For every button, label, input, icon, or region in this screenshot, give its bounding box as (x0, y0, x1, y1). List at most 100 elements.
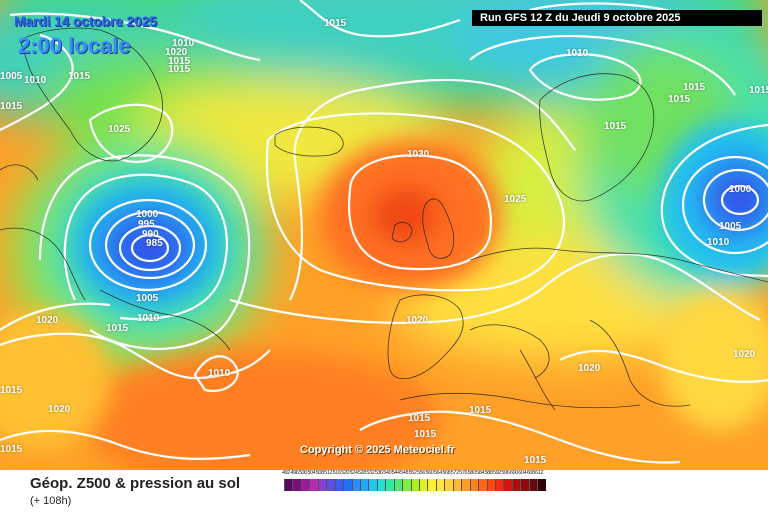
scale-tick-label: 512 (324, 470, 333, 476)
scale-swatch (343, 479, 352, 491)
legend-footer: Géop. Z500 & pression au sol (+ 108h) 49… (0, 470, 768, 512)
scale-tick-label: 604 (518, 470, 527, 476)
scale-swatch (359, 479, 369, 491)
scale-tick-label: 560 (425, 470, 434, 476)
scale-tick-label: 520 (341, 470, 350, 476)
scale-swatch (368, 479, 377, 491)
low-center-label: 1000 (729, 184, 752, 195)
scale-swatch (494, 479, 504, 491)
isobar-label: 1020 (733, 349, 756, 360)
scale-swatch (351, 479, 360, 491)
scale-tick-label: 584 (476, 470, 485, 476)
scale-swatch (469, 479, 479, 491)
color-scale-labels: 492 496 500 504 508 512 516 520 524 528 532 536 540 5… (282, 470, 544, 480)
scale-swatch (478, 479, 487, 491)
isobar-lines (0, 0, 768, 464)
isobar-label: 990 (142, 229, 159, 240)
isobar-label: 1010 (137, 313, 160, 324)
low-center-label: 1000 (136, 209, 159, 220)
isobar-label: 1015 (168, 56, 191, 67)
scale-swatch (284, 479, 293, 491)
isobar-label: 1025 (108, 124, 131, 135)
forecast-date: Mardi 14 octobre 2025 (14, 13, 157, 29)
scale-swatch (461, 479, 470, 491)
scale-tick-label: 540 (383, 470, 392, 476)
isobar-label: 1025 (504, 194, 527, 205)
scale-tick-label: 496 (290, 470, 299, 476)
scale-swatch (435, 479, 445, 491)
scale-swatch (292, 479, 301, 491)
scale-swatch (326, 479, 335, 491)
copyright-text: Copyright © 2025 Meteociel.fr (300, 444, 455, 456)
isobar-label: 1015 (469, 405, 492, 416)
scale-tick-label: 612 (535, 470, 544, 476)
isobar-label: 1015 (0, 444, 23, 455)
scale-swatch (511, 479, 521, 491)
scale-swatch (419, 479, 428, 491)
isobar-label: 1015 (408, 413, 431, 424)
scale-swatch (444, 479, 453, 491)
scale-swatch (528, 479, 538, 491)
isobar-label: 1010 (566, 48, 589, 59)
forecast-time: 2:00 locale (18, 33, 131, 58)
scale-tick-label: 504 (307, 470, 316, 476)
isobar-label: 1020 (406, 315, 429, 326)
isobar-label: 1015 (106, 323, 129, 334)
map-title: Géop. Z500 & pression au sol (30, 475, 241, 492)
scale-swatch (427, 479, 436, 491)
forecast-range: (+ 108h) (30, 495, 72, 507)
scale-tick-label: 536 (374, 470, 383, 476)
scale-tick-label: 588 (484, 470, 493, 476)
scale-swatch (300, 479, 310, 491)
scale-tick-label: 528 (357, 470, 366, 476)
isobar-label: 995 (138, 219, 155, 230)
isobar-label: 1015 (0, 101, 23, 112)
scale-swatch (503, 479, 512, 491)
map-area: 1015 1030 1025 1020 1015 1005 1010 1015 … (0, 0, 768, 470)
scale-tick-label: 568 (442, 470, 451, 476)
scale-tick-label: 572 (450, 470, 459, 476)
isobar-label: 1010 (24, 75, 47, 86)
scale-tick-label: 552 (408, 470, 417, 476)
isobar-label: 985 (146, 238, 163, 249)
scale-tick-label: 600 (509, 470, 518, 476)
isobar-label: 1005 (719, 221, 742, 232)
isobar-label: 1015 (0, 385, 23, 396)
scale-tick-label: 492 (282, 470, 290, 476)
scale-swatch (486, 479, 495, 491)
scale-swatch (334, 479, 344, 491)
scale-swatch (385, 479, 394, 491)
isobar-label: 1030 (407, 149, 430, 160)
isobar-label: 1015 (324, 18, 347, 29)
scale-tick-label: 580 (467, 470, 476, 476)
run-info-banner: Run GFS 12 Z du Jeudi 9 octobre 2025 (472, 10, 762, 26)
scale-tick-label: 508 (315, 470, 324, 476)
scale-tick-label: 564 (433, 470, 442, 476)
scale-swatch (402, 479, 411, 491)
isobar-label: 1015 (168, 64, 191, 75)
isobar-label: 1005 (0, 71, 23, 82)
scale-swatch (376, 479, 386, 491)
isobar-label: 1020 (165, 47, 188, 58)
scale-tick-label: 548 (400, 470, 409, 476)
coastlines (0, 27, 768, 411)
isobar-label: 1010 (707, 237, 730, 248)
geopotential-field (0, 0, 768, 470)
scale-tick-label: 524 (349, 470, 358, 476)
isobar-label: 1020 (36, 315, 59, 326)
isobar-label: 1015 (668, 94, 691, 105)
scale-tick-label: 592 (492, 470, 501, 476)
scale-swatch (309, 479, 318, 491)
isobar-label: 1020 (48, 404, 71, 415)
isobar-label: 1015 (683, 82, 706, 93)
isobar-label: 1010 (172, 38, 195, 49)
isobar-label: 1015 (414, 429, 437, 440)
scale-tick-label: 576 (459, 470, 468, 476)
isobar-label: 1015 (524, 455, 547, 466)
isobar-label: 1020 (578, 363, 601, 374)
scale-tick-label: 500 (298, 470, 307, 476)
color-scale (284, 479, 546, 491)
scale-swatch (410, 479, 419, 491)
scale-swatch (317, 479, 327, 491)
